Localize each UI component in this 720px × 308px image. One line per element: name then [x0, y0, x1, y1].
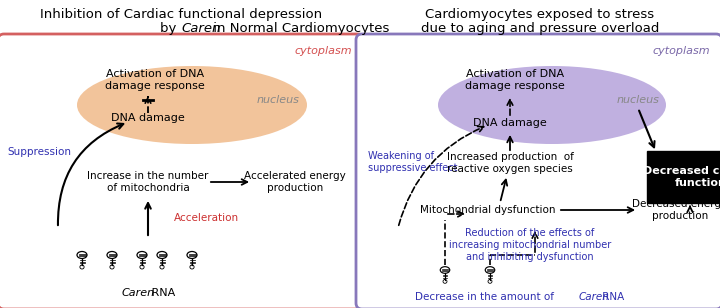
- Text: Decrease in the amount of: Decrease in the amount of: [415, 292, 557, 302]
- FancyBboxPatch shape: [356, 34, 720, 308]
- Ellipse shape: [438, 66, 666, 144]
- Text: Caren: Caren: [579, 292, 610, 302]
- Text: Caren: Caren: [122, 288, 155, 298]
- FancyBboxPatch shape: [0, 34, 364, 308]
- Text: Suppression: Suppression: [7, 147, 71, 157]
- Text: Increase in the number
of mitochondria: Increase in the number of mitochondria: [87, 171, 209, 193]
- Text: Weakening of
suppressive effect: Weakening of suppressive effect: [368, 151, 457, 173]
- Text: Reduction of the effects of
increasing mitochondrial number
and inhibiting dysfu: Reduction of the effects of increasing m…: [449, 228, 611, 262]
- Text: Accelerated energy
production: Accelerated energy production: [244, 171, 346, 193]
- Text: RNA: RNA: [148, 288, 175, 298]
- Ellipse shape: [77, 66, 307, 144]
- Text: in Normal Cardiomyocytes: in Normal Cardiomyocytes: [209, 22, 390, 35]
- Text: DNA damage: DNA damage: [473, 118, 547, 128]
- FancyBboxPatch shape: [647, 151, 720, 203]
- Text: RNA: RNA: [599, 292, 624, 302]
- Text: Mitochondrial dysfunction: Mitochondrial dysfunction: [420, 205, 556, 215]
- Text: nucleus: nucleus: [616, 95, 660, 105]
- Text: Acceleration: Acceleration: [174, 213, 239, 223]
- Text: Inhibition of Cardiac functional depression: Inhibition of Cardiac functional depress…: [40, 8, 322, 21]
- Text: cytoplasm: cytoplasm: [294, 46, 352, 56]
- Text: DNA damage: DNA damage: [111, 113, 185, 123]
- Text: Increased production  of
reactive oxygen species: Increased production of reactive oxygen …: [446, 152, 573, 174]
- Text: Activation of DNA
damage response: Activation of DNA damage response: [105, 69, 205, 91]
- Text: cytoplasm: cytoplasm: [652, 46, 710, 56]
- Text: Decreased cardiac
function: Decreased cardiac function: [643, 166, 720, 188]
- Text: Decreased energy
production: Decreased energy production: [632, 199, 720, 221]
- Text: by: by: [161, 22, 181, 35]
- Text: Caren: Caren: [181, 22, 220, 35]
- Text: Activation of DNA
damage response: Activation of DNA damage response: [465, 69, 565, 91]
- Text: due to aging and pressure overload: due to aging and pressure overload: [420, 22, 660, 35]
- Text: Cardiomyocytes exposed to stress: Cardiomyocytes exposed to stress: [426, 8, 654, 21]
- Text: nucleus: nucleus: [256, 95, 300, 105]
